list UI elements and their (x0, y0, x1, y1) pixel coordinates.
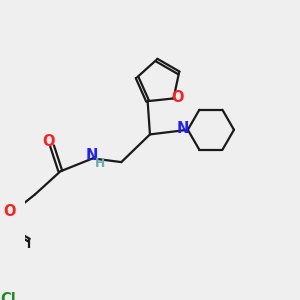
Text: O: O (42, 134, 55, 149)
Text: N: N (177, 122, 189, 136)
Text: H: H (95, 157, 105, 169)
Text: O: O (3, 205, 15, 220)
Text: Cl: Cl (0, 292, 16, 300)
Text: O: O (171, 90, 184, 105)
Text: N: N (85, 148, 98, 163)
